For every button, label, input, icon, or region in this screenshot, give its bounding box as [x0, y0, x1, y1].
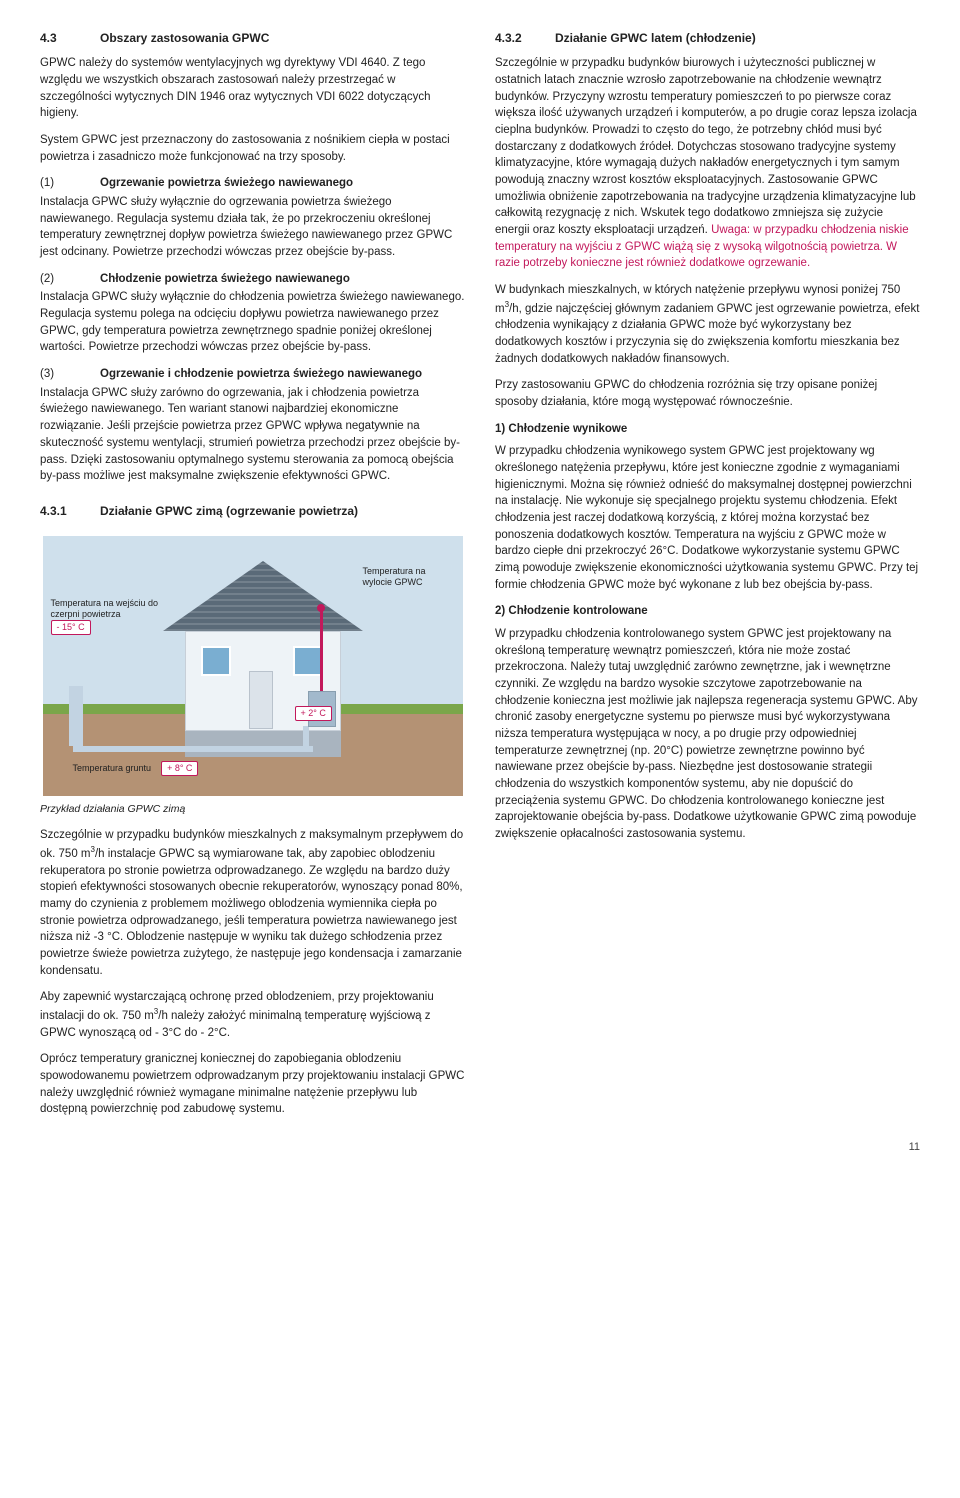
door-icon — [249, 671, 273, 729]
section-4-3-heading: 4.3 Obszary zastosowania GPWC — [40, 30, 465, 47]
text-fragment: /h, gdzie najczęściej głównym zadaniem G… — [495, 303, 919, 365]
mode-title: Chłodzenie powietrza świeżego nawiewaneg… — [100, 271, 350, 288]
paragraph: W przypadku chłodzenia wynikowego system… — [495, 443, 920, 593]
paragraph: Przy zastosowaniu GPWC do chłodzenia roz… — [495, 377, 920, 410]
paragraph: Instalacja GPWC służy zarówno do ogrzewa… — [40, 385, 465, 485]
paragraph: W przypadku chłodzenia kontrolowanego sy… — [495, 626, 920, 843]
outlet-temp-badge-wrap: + 2° C — [295, 706, 332, 721]
text-fragment: /h instalacje GPWC są wymiarowane tak, a… — [40, 848, 463, 977]
paragraph: Oprócz temperatury granicznej koniecznej… — [40, 1051, 465, 1118]
mode-3-heading: (3) Ogrzewanie i chłodzenie powietrza św… — [40, 366, 465, 383]
window-icon — [293, 646, 323, 676]
outlet-temp-label: Temperatura na wylocie GPWC — [363, 566, 453, 588]
paragraph: Szczególnie w przypadku budynków mieszka… — [40, 827, 465, 979]
mode-number: (3) — [40, 366, 100, 383]
mode-number: (1) — [40, 175, 100, 192]
paragraph: Szczególnie w przypadku budynków biurowy… — [495, 55, 920, 272]
mode-title: Ogrzewanie powietrza świeżego nawiewaneg… — [100, 175, 353, 192]
intake-temp-label: Temperatura na wejściu do czerpni powiet… — [51, 598, 161, 634]
mode-1-heading: (1) Ogrzewanie powietrza świeżego nawiew… — [40, 175, 465, 192]
window-icon — [201, 646, 231, 676]
section-4-3-2-heading: 4.3.2 Działanie GPWC latem (chłodzenie) — [495, 30, 920, 47]
section-4-3-1-heading: 4.3.1 Działanie GPWC zimą (ogrzewanie po… — [40, 503, 465, 520]
outlet-temp-badge: + 2° C — [295, 706, 332, 721]
mode-title: Ogrzewanie i chłodzenie powietrza świeże… — [100, 366, 422, 383]
intake-temp-badge: - 15° C — [51, 620, 91, 635]
label-text: Temperatura na wylocie GPWC — [363, 566, 426, 587]
diagram-caption: Przykład działania GPWC zimą — [40, 802, 465, 817]
air-intake-pipe — [69, 686, 83, 746]
right-column: 4.3.2 Działanie GPWC latem (chłodzenie) … — [495, 30, 920, 1128]
ground-temp-badge: + 8° C — [161, 761, 198, 776]
underground-pipe — [73, 746, 313, 752]
paragraph: Instalacja GPWC służy wyłącznie do chłod… — [40, 289, 465, 356]
roof-hatch-icon — [163, 561, 363, 631]
section-title: Obszary zastosowania GPWC — [100, 30, 269, 47]
winter-diagram: Temperatura na wejściu do czerpni powiet… — [40, 536, 465, 817]
airflow-arrow — [320, 606, 323, 691]
basement-icon — [185, 731, 341, 757]
paragraph: GPWC należy do systemów wentylacyjnych w… — [40, 55, 465, 122]
ground-temp-label: Temperatura gruntu + 8° C — [73, 761, 199, 776]
cooling-mode-1-heading: 1) Chłodzenie wynikowe — [495, 421, 920, 438]
section-number: 4.3.1 — [40, 503, 100, 520]
text-fragment: Szczególnie w przypadku budynków biurowy… — [495, 57, 917, 236]
two-column-layout: 4.3 Obszary zastosowania GPWC GPWC należ… — [40, 30, 920, 1128]
paragraph: Aby zapewnić wystarczającą ochronę przed… — [40, 989, 465, 1041]
paragraph: Instalacja GPWC służy wyłącznie do ogrze… — [40, 194, 465, 261]
label-text: Temperatura na wejściu do czerpni powiet… — [51, 598, 159, 619]
mode-number: (2) — [40, 271, 100, 288]
house-diagram: Temperatura na wejściu do czerpni powiet… — [43, 536, 463, 796]
riser-pipe — [303, 726, 309, 752]
section-title: Działanie GPWC latem (chłodzenie) — [555, 30, 756, 47]
cooling-mode-2-heading: 2) Chłodzenie kontrolowane — [495, 603, 920, 620]
section-title: Działanie GPWC zimą (ogrzewanie powietrz… — [100, 503, 358, 520]
page-number: 11 — [40, 1140, 920, 1156]
section-number: 4.3.2 — [495, 30, 555, 47]
paragraph: System GPWC jest przeznaczony do zastoso… — [40, 132, 465, 165]
section-number: 4.3 — [40, 30, 100, 47]
left-column: 4.3 Obszary zastosowania GPWC GPWC należ… — [40, 30, 465, 1128]
label-text: Temperatura gruntu — [73, 763, 152, 773]
mode-2-heading: (2) Chłodzenie powietrza świeżego nawiew… — [40, 271, 465, 288]
paragraph: W budynkach mieszkalnych, w których natę… — [495, 282, 920, 367]
